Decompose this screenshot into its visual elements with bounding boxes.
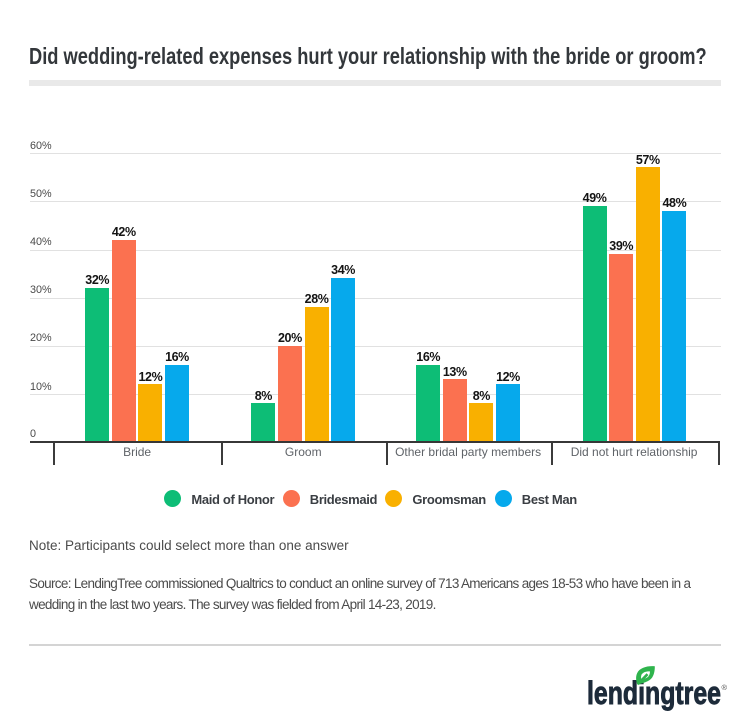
svg-text:lendingtree: lendingtree [587, 675, 721, 711]
svg-text:®: ® [722, 683, 728, 692]
